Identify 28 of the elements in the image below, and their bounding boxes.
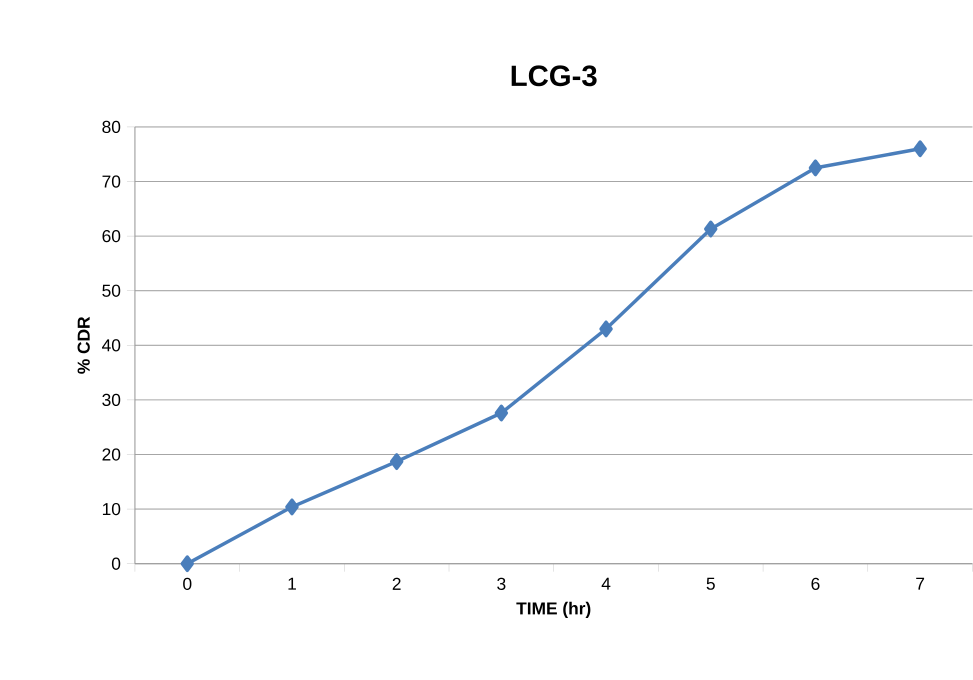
point: [390, 453, 404, 470]
y-tick-label: 50: [102, 284, 120, 298]
y-tick-label: 30: [102, 394, 120, 406]
y-tick-label: 80: [102, 120, 120, 134]
y-axis-title: % CDR: [78, 316, 90, 374]
x-tick-label: 7: [916, 578, 924, 590]
y-tick-label: 60: [102, 230, 120, 242]
chart-title: LCG-3: [512, 66, 597, 86]
y-tick-label: 10: [102, 503, 120, 516]
y-tick-label: 20: [102, 448, 120, 461]
x-tick-label: 0: [183, 578, 192, 590]
y-tick-label: 40: [102, 339, 120, 352]
x-tick-label: 5: [706, 578, 715, 590]
point: [494, 404, 508, 422]
y-tick-label: 0: [112, 558, 120, 570]
x-tick-label: 6: [811, 578, 820, 590]
y-tick-label: 70: [102, 176, 120, 188]
point: [913, 140, 927, 158]
x-tick-label: 3: [497, 578, 506, 590]
point: [808, 160, 822, 176]
x-axis-title: TIME (hr): [516, 602, 590, 618]
point: [599, 320, 613, 338]
point: [180, 555, 194, 572]
x-tick-label: 4: [602, 578, 610, 590]
point: [285, 498, 299, 516]
x-tick-label: 1: [288, 578, 296, 590]
x-tick-label: 2: [392, 578, 401, 590]
point: [704, 220, 718, 238]
